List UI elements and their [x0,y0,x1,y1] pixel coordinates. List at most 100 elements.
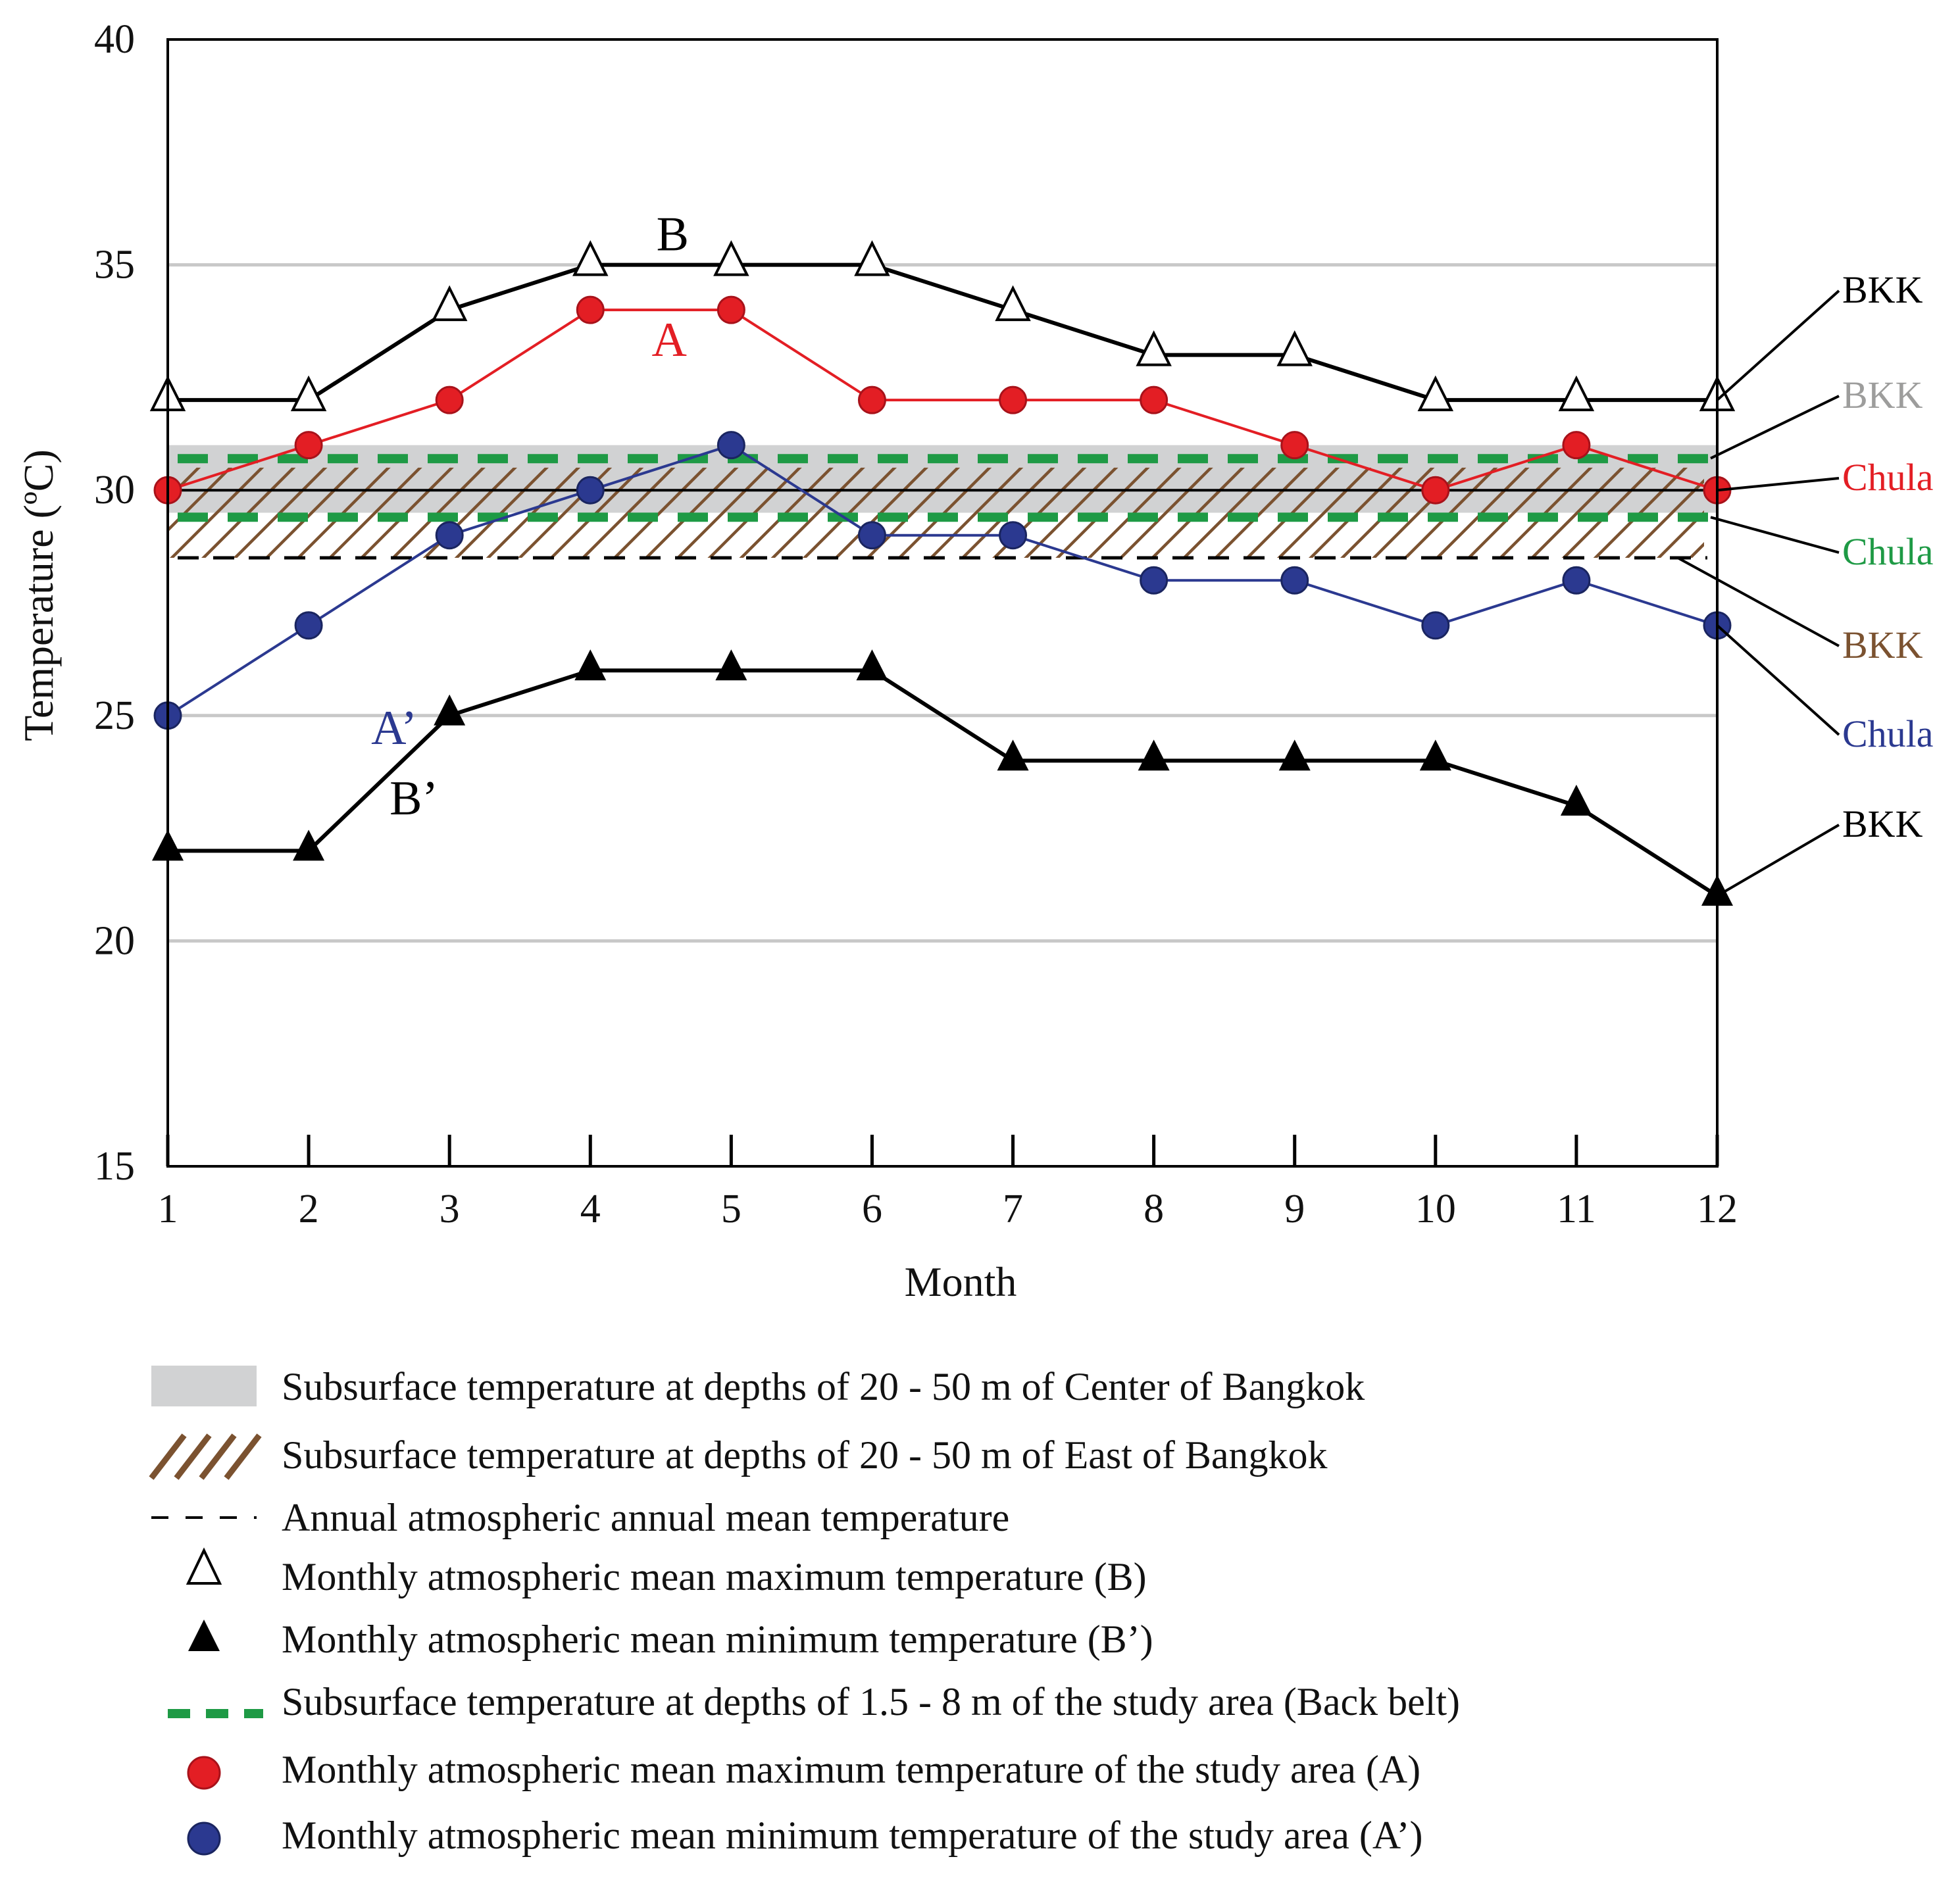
right-leader-line [1710,395,1840,460]
legend-label: Subsurface temperature at depths of 20 -… [282,1365,1365,1408]
red-circle-point [716,295,745,324]
legend-item: Monthly atmospheric mean minimum tempera… [187,1814,1423,1857]
series-label-B’: B’ [389,772,438,826]
legend-label: Subsurface temperature at depths of 20 -… [282,1433,1328,1477]
blue-circle-point [435,521,464,550]
filled-triangle-point [293,830,325,861]
legend: Subsurface temperature at depths of 20 -… [149,1365,1460,1857]
open-triangle-point [290,375,327,412]
series-label-A: A [652,313,687,367]
x-tick-label: 8 [1143,1187,1164,1231]
filled-triangle-point [856,649,888,681]
blue-circle-point [857,521,886,550]
blue-circle-point [1140,566,1168,595]
red-circle-point [1421,476,1450,505]
legend-item: Annual atmospheric annual mean temperatu… [151,1496,1009,1539]
right-label-chula: Chula [1842,530,1934,573]
legend-item: Subsurface temperature at depths of 20 -… [151,1365,1365,1408]
right-label-chula: Chula [1842,712,1934,755]
red-circle-point [1280,431,1309,460]
blue-circle-point [1421,611,1450,640]
right-leader-line [1717,477,1840,492]
legend-label: Monthly atmospheric mean maximum tempera… [282,1555,1147,1598]
filled-triangle-point [574,649,607,681]
x-tick-label: 10 [1415,1187,1456,1231]
legend-blue-circle-swatch [187,1821,221,1856]
series-line-A [167,309,1718,492]
blue-circle-point [716,431,745,460]
red-circle-point [1140,385,1168,414]
series-label-layer: BA A’ B’ [371,208,689,826]
y-tick-label: 25 [94,693,135,738]
x-tick-label: 2 [299,1187,319,1231]
blue-circle-point [1562,566,1591,595]
legend-gray-band-swatch [151,1366,257,1406]
red-circle-point [435,385,464,414]
y-tick-label: 20 [94,918,135,963]
right-leader-line [1716,289,1840,401]
series-label-B: B [657,208,689,262]
filled-triangle-point [1138,739,1170,771]
legend-open-triangle-swatch [186,1547,222,1585]
right-leader-line [1716,824,1840,897]
y-tick-label: 15 [94,1144,135,1189]
band-layer [168,445,1717,560]
open-triangle-point [572,240,609,276]
right-label-bkk: BKK [1842,268,1923,311]
x-tick-label: 4 [580,1187,601,1231]
legend-hatch-stroke [149,1433,187,1480]
filled-triangle-point [1278,739,1311,771]
legend-hatch-stroke [174,1433,212,1480]
open-triangle-point [1417,375,1454,412]
x-tick-label: 9 [1284,1187,1305,1231]
legend-label: Monthly atmospheric mean minimum tempera… [282,1814,1423,1857]
x-tick-label: 12 [1697,1187,1738,1231]
x-axis-label: Month [905,1258,1017,1305]
red-circle-point [857,385,886,414]
blue-circle-point [1280,566,1309,595]
x-tick-label: 1 [158,1187,178,1231]
grid-layer [168,263,1717,943]
y-axis-label: Temperature (ºC) [15,449,62,741]
x-tick-label: 6 [862,1187,882,1231]
legend-item: Subsurface temperature at depths of 1.5 … [168,1680,1460,1723]
filled-triangle-point [715,649,747,681]
legend-hatch-stroke [224,1433,262,1480]
red-circle-point [294,431,323,460]
series-label-A’: A’ [371,701,417,755]
right-label-bkk: BKK [1842,624,1923,666]
right-leader-line [1716,624,1840,736]
y-tick-label: 40 [94,17,135,62]
legend-label: Monthly atmospheric mean minimum tempera… [282,1618,1153,1661]
x-tick-label: 11 [1557,1187,1596,1231]
y-tick-label: 35 [94,243,135,287]
open-triangle-point [1276,330,1313,366]
filled-triangle-point [434,694,466,726]
filled-triangle-point [1419,739,1451,771]
open-triangle-point [1136,330,1172,366]
legend-item: Monthly atmospheric mean maximum tempera… [186,1547,1147,1598]
legend-label: Subsurface temperature at depths of 1.5 … [282,1680,1460,1723]
plot-area [149,38,1736,1168]
legend-filled-triangle-swatch [188,1620,220,1651]
legend-label: Annual atmospheric annual mean temperatu… [282,1496,1009,1539]
blue-circle-point [999,521,1028,550]
series-line-B [168,262,1717,403]
legend-item: Subsurface temperature at depths of 20 -… [149,1433,1328,1480]
right-leader-line [1710,516,1840,554]
right-leader-line [1677,557,1840,647]
blue-circle-point [294,611,323,640]
right-label-bkk: BKK [1842,803,1923,845]
y-tick-label: 30 [94,468,135,512]
series-line-B’ [168,668,1719,898]
filled-triangle-point [997,739,1029,771]
open-triangle-point [854,240,890,276]
blue-circle-point [576,476,605,505]
red-circle-point [576,295,605,324]
red-circle-point [1562,431,1591,460]
open-triangle-point [713,240,749,276]
x-tick-label: 7 [1003,1187,1023,1231]
legend-red-circle-swatch [187,1756,221,1790]
